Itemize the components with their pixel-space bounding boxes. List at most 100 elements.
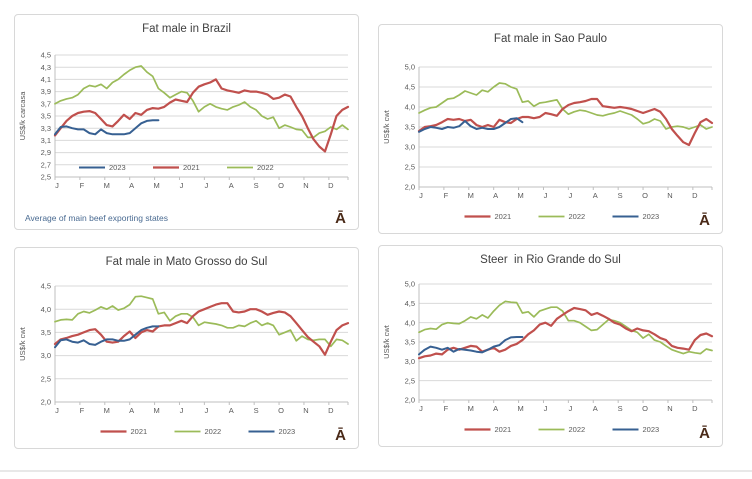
svg-text:D: D — [328, 181, 334, 190]
chart-canvas-mato-grosso: 4,5 4,0 3,5 3,0 2,5 2,0 J F M A M J J A S O N D US$/k cwt 2… — [18, 282, 350, 436]
svg-text:F: F — [80, 406, 85, 415]
svg-text:O: O — [278, 406, 284, 415]
svg-text:A: A — [229, 181, 234, 190]
svg-text:N: N — [667, 404, 672, 413]
svg-text:M: M — [517, 404, 523, 413]
svg-text:S: S — [618, 404, 623, 413]
svg-text:F: F — [444, 191, 449, 200]
svg-text:2,0: 2,0 — [41, 398, 51, 407]
svg-text:2022: 2022 — [569, 425, 586, 434]
svg-text:3,0: 3,0 — [405, 143, 415, 152]
svg-text:US$/k cwt: US$/k cwt — [382, 109, 391, 144]
svg-text:2021: 2021 — [183, 163, 200, 172]
svg-text:2,0: 2,0 — [405, 183, 415, 192]
svg-text:5,0: 5,0 — [405, 280, 415, 289]
chart-panel-rio-grande: Steer in Rio Grande do Sul 5,0 4,5 4,0 3,5 3… — [378, 245, 723, 447]
chart-title: Fat male in Mato Grosso do Sul — [105, 256, 268, 268]
svg-text:D: D — [692, 191, 698, 200]
chart-panel-sao-paulo: Fat male in Sao Paulo 5,0 4,5 4,0 3,5 3,0 2,5… — [378, 24, 723, 234]
chart-canvas-brazil: 4,5 4,3 4,1 3,9 3,7 3,5 3,3 3,1 2,9 2,7 2,5 J F M A M J J… — [18, 51, 350, 190]
svg-text:2022: 2022 — [205, 427, 222, 436]
svg-text:2,7: 2,7 — [41, 160, 51, 169]
svg-text:M: M — [468, 191, 474, 200]
svg-text:J: J — [568, 191, 572, 200]
svg-text:2023: 2023 — [109, 163, 126, 172]
svg-text:O: O — [642, 404, 648, 413]
svg-text:J: J — [204, 406, 208, 415]
svg-text:J: J — [204, 181, 208, 190]
svg-text:4,5: 4,5 — [41, 51, 51, 60]
svg-text:2021: 2021 — [495, 212, 512, 221]
svg-text:2023: 2023 — [643, 212, 660, 221]
chart-title: Steer in Rio Grande do Sul — [480, 254, 621, 266]
svg-text:A: A — [593, 404, 598, 413]
svg-text:2,0: 2,0 — [405, 396, 415, 405]
svg-text:2023: 2023 — [279, 427, 296, 436]
svg-text:3,0: 3,0 — [405, 357, 415, 366]
chart-panel-brazil: Fat male in Brazil 4,5 4,3 4,1 3,9 3,7 3,5 3,3… — [14, 14, 359, 230]
svg-text:M: M — [104, 181, 110, 190]
svg-text:4,5: 4,5 — [41, 282, 51, 291]
svg-text:S: S — [254, 181, 259, 190]
svg-text:J: J — [180, 406, 184, 415]
a-macron-logo-icon: Ā — [699, 212, 710, 229]
svg-text:3,1: 3,1 — [41, 136, 51, 145]
svg-text:US$/k carcasa: US$/k carcasa — [18, 91, 27, 141]
svg-text:3,5: 3,5 — [405, 123, 415, 132]
chart-canvas-rio-grande: 5,0 4,5 4,0 3,5 3,0 2,5 2,0 J F M A M J J A S O N D US$/k c… — [382, 280, 714, 434]
svg-text:3,5: 3,5 — [405, 338, 415, 347]
svg-text:2,5: 2,5 — [405, 163, 415, 172]
svg-text:D: D — [328, 406, 334, 415]
svg-text:J: J — [544, 191, 548, 200]
chart-footnote: Average of main beef exporting states — [25, 213, 169, 223]
svg-text:3,9: 3,9 — [41, 87, 51, 96]
chart-canvas-sao-paulo: 5,0 4,5 4,0 3,5 3,0 2,5 2,0 J F M A M J J A S O N D US$/k c… — [382, 63, 714, 221]
svg-text:5,0: 5,0 — [405, 63, 415, 72]
svg-text:4,0: 4,0 — [405, 103, 415, 112]
svg-text:A: A — [493, 404, 498, 413]
svg-text:A: A — [129, 181, 134, 190]
svg-text:3,7: 3,7 — [41, 99, 51, 108]
chart-title: Fat male in Sao Paulo — [493, 33, 608, 45]
svg-text:M: M — [517, 191, 523, 200]
a-macron-logo-icon: Ā — [335, 210, 346, 227]
chart-title: Fat male in Brazil — [142, 23, 231, 35]
svg-text:3,0: 3,0 — [41, 351, 51, 360]
svg-text:4,0: 4,0 — [41, 305, 51, 314]
svg-text:A: A — [129, 406, 134, 415]
svg-text:O: O — [278, 181, 284, 190]
svg-text:3,5: 3,5 — [41, 112, 51, 121]
svg-text:US$/k cwt: US$/k cwt — [382, 324, 391, 359]
svg-text:F: F — [444, 404, 449, 413]
a-macron-logo-icon: Ā — [699, 425, 710, 442]
svg-text:2,5: 2,5 — [41, 374, 51, 383]
svg-text:J: J — [544, 404, 548, 413]
svg-text:M: M — [104, 406, 110, 415]
svg-text:J: J — [419, 191, 423, 200]
svg-text:F: F — [80, 181, 85, 190]
svg-text:M: M — [153, 406, 159, 415]
svg-text:J: J — [568, 404, 572, 413]
svg-text:M: M — [468, 404, 474, 413]
svg-text:2021: 2021 — [495, 425, 512, 434]
svg-text:2022: 2022 — [569, 212, 586, 221]
svg-text:2,5: 2,5 — [41, 173, 51, 182]
svg-text:3,5: 3,5 — [41, 328, 51, 337]
svg-text:4,5: 4,5 — [405, 299, 415, 308]
a-macron-logo-icon: Ā — [335, 427, 346, 444]
svg-text:3,3: 3,3 — [41, 124, 51, 133]
svg-text:4,0: 4,0 — [405, 318, 415, 327]
page-divider — [0, 470, 752, 472]
svg-text:N: N — [303, 181, 308, 190]
svg-text:N: N — [667, 191, 672, 200]
chart-panel-mato-grosso: Fat male in Mato Grosso do Sul 4,5 4,0 3,5… — [14, 247, 359, 449]
svg-text:S: S — [618, 191, 623, 200]
svg-text:O: O — [642, 191, 648, 200]
svg-text:2,9: 2,9 — [41, 148, 51, 157]
svg-text:A: A — [493, 191, 498, 200]
svg-text:2021: 2021 — [131, 427, 148, 436]
svg-text:4,1: 4,1 — [41, 75, 51, 84]
svg-text:N: N — [303, 406, 308, 415]
svg-text:4,5: 4,5 — [405, 83, 415, 92]
